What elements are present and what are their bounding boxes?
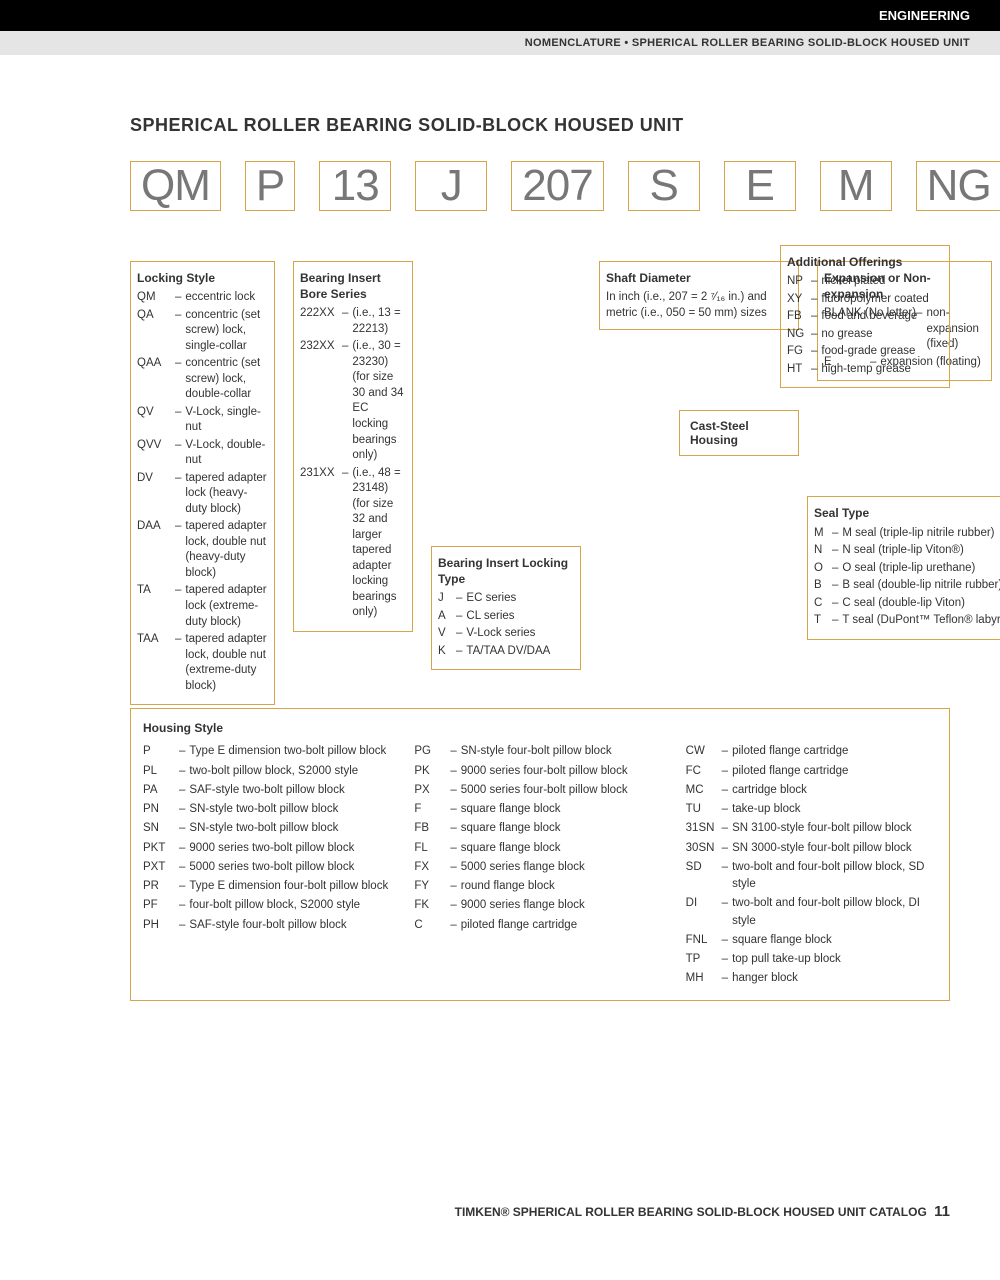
list-item: SD–two-bolt and four-bolt pillow block, … bbox=[686, 859, 937, 894]
list-item: PA–SAF-style two-bolt pillow block bbox=[143, 782, 394, 799]
list-item: O–O seal (triple-lip urethane) bbox=[814, 561, 1000, 577]
list-item: QA–concentric (set screw) lock, single-c… bbox=[137, 308, 268, 355]
list-item: C–piloted flange cartridge bbox=[414, 917, 665, 934]
list-item: FB–food and beverage bbox=[787, 309, 943, 325]
list-item: NP–nickel plated bbox=[787, 274, 943, 290]
list-item: PKT–9000 series two-bolt pillow block bbox=[143, 840, 394, 857]
list-item: PG–SN-style four-bolt pillow block bbox=[414, 743, 665, 760]
list-item: J–EC series bbox=[438, 591, 574, 607]
list-item: SN–SN-style two-bolt pillow block bbox=[143, 820, 394, 837]
list-item: B–B seal (double-lip nitrile rubber) bbox=[814, 578, 1000, 594]
list-item: QVV–V-Lock, double-nut bbox=[137, 438, 268, 469]
code-M: M bbox=[820, 161, 892, 211]
list-item: PF–four-bolt pillow block, S2000 style bbox=[143, 897, 394, 914]
top-bar: ENGINEERING bbox=[0, 0, 1000, 31]
list-item: 231XX–(i.e., 48 = 23148) (for size 32 an… bbox=[300, 466, 406, 621]
list-item: PH–SAF-style four-bolt pillow block bbox=[143, 917, 394, 934]
page-body: SPHERICAL ROLLER BEARING SOLID-BLOCK HOU… bbox=[0, 55, 1000, 1041]
shaft-text: In inch (i.e., 207 = 2 ⁷⁄₁₆ in.) and met… bbox=[606, 290, 792, 321]
page-number: 11 bbox=[934, 1203, 950, 1220]
cast-steel-card: Cast-Steel Housing bbox=[679, 410, 799, 456]
code-207: 207 bbox=[511, 161, 603, 211]
list-item: CW–piloted flange cartridge bbox=[686, 743, 937, 760]
code-QM: QM bbox=[130, 161, 221, 211]
sub-bar: NOMENCLATURE • SPHERICAL ROLLER BEARING … bbox=[0, 31, 1000, 55]
list-item: PR–Type E dimension four-bolt pillow blo… bbox=[143, 878, 394, 895]
list-item: FB–square flange block bbox=[414, 820, 665, 837]
locking-type-card: Bearing Insert Locking Type J–EC series A… bbox=[431, 546, 581, 670]
code-P: P bbox=[245, 161, 295, 211]
list-item: QM–eccentric lock bbox=[137, 290, 268, 306]
list-item: T–T seal (DuPont™ Teflon® labyrinth) bbox=[814, 613, 1000, 629]
list-item: K–TA/TAA DV/DAA bbox=[438, 644, 574, 660]
list-item: DV–tapered adapter lock (heavy-duty bloc… bbox=[137, 471, 268, 518]
list-item: TP–top pull take-up block bbox=[686, 951, 937, 968]
list-item: FG–food-grade grease bbox=[787, 344, 943, 360]
code-E: E bbox=[724, 161, 796, 211]
list-item: FK–9000 series flange block bbox=[414, 897, 665, 914]
footer-text: TIMKEN® SPHERICAL ROLLER BEARING SOLID-B… bbox=[455, 1205, 927, 1219]
list-item: DAA–tapered adapter lock, double nut (he… bbox=[137, 519, 268, 581]
shaft-diameter-card: Shaft Diameter In inch (i.e., 207 = 2 ⁷⁄… bbox=[599, 261, 799, 330]
list-item: QV–V-Lock, single-nut bbox=[137, 405, 268, 436]
code-row: QM P 13 J 207 S E M NG bbox=[130, 161, 950, 211]
page-title: SPHERICAL ROLLER BEARING SOLID-BLOCK HOU… bbox=[130, 115, 950, 136]
card-title: Seal Type bbox=[814, 505, 1000, 521]
list-item: 222XX–(i.e., 13 = 22213) bbox=[300, 306, 406, 337]
offerings-card: Additional Offerings NP–nickel plated XY–… bbox=[780, 245, 950, 388]
list-item: MC–cartridge block bbox=[686, 782, 937, 799]
card-title: Bearing Insert Bore Series bbox=[300, 270, 406, 302]
code-13: 13 bbox=[319, 161, 391, 211]
list-item: TA–tapered adapter lock (extreme-duty bl… bbox=[137, 583, 268, 630]
list-item: PX–5000 series four-bolt pillow block bbox=[414, 782, 665, 799]
list-item: C–C seal (double-lip Viton) bbox=[814, 596, 1000, 612]
list-item: 30SN–SN 3000-style four-bolt pillow bloc… bbox=[686, 840, 937, 857]
list-item: N–N seal (triple-lip Viton®) bbox=[814, 543, 1000, 559]
list-item: TU–take-up block bbox=[686, 801, 937, 818]
list-item: PL–two-bolt pillow block, S2000 style bbox=[143, 763, 394, 780]
list-item: PXT–5000 series two-bolt pillow block bbox=[143, 859, 394, 876]
list-item: FL–square flange block bbox=[414, 840, 665, 857]
code-S: S bbox=[628, 161, 700, 211]
code-J: J bbox=[415, 161, 487, 211]
card-title: Housing Style bbox=[143, 719, 937, 737]
list-item: FNL–square flange block bbox=[686, 932, 937, 949]
locking-style-card: Locking Style QM–eccentric lock QA–concen… bbox=[130, 261, 275, 705]
page-footer: TIMKEN® SPHERICAL ROLLER BEARING SOLID-B… bbox=[455, 1203, 950, 1220]
list-item: FC–piloted flange cartridge bbox=[686, 763, 937, 780]
card-title: Additional Offerings bbox=[787, 254, 943, 270]
list-item: M–M seal (triple-lip nitrile rubber) bbox=[814, 526, 1000, 542]
list-item: FX–5000 series flange block bbox=[414, 859, 665, 876]
list-item: F–square flange block bbox=[414, 801, 665, 818]
card-title: Locking Style bbox=[137, 270, 268, 286]
list-item: FY–round flange block bbox=[414, 878, 665, 895]
seal-type-card: Seal Type M–M seal (triple-lip nitrile r… bbox=[807, 496, 1000, 639]
list-item: XY–fluoropolymer coated bbox=[787, 292, 943, 308]
list-item: A–CL series bbox=[438, 609, 574, 625]
list-item: TAA–tapered adapter lock, double nut (ex… bbox=[137, 632, 268, 694]
bore-series-card: Bearing Insert Bore Series 222XX–(i.e., … bbox=[293, 261, 413, 632]
code-NG: NG bbox=[916, 161, 1000, 211]
list-item: QAA–concentric (set screw) lock, double-… bbox=[137, 356, 268, 403]
list-item: MH–hanger block bbox=[686, 970, 937, 987]
list-item: HT–high-temp grease bbox=[787, 362, 943, 378]
list-item: V–V-Lock series bbox=[438, 626, 574, 642]
list-item: PK–9000 series four-bolt pillow block bbox=[414, 763, 665, 780]
list-item: PN–SN-style two-bolt pillow block bbox=[143, 801, 394, 818]
list-item: 31SN–SN 3100-style four-bolt pillow bloc… bbox=[686, 820, 937, 837]
card-title: Shaft Diameter bbox=[606, 270, 792, 286]
list-item: P–Type E dimension two-bolt pillow block bbox=[143, 743, 394, 760]
list-item: 232XX–(i.e., 30 = 23230) (for size 30 an… bbox=[300, 339, 406, 463]
list-item: DI–two-bolt and four-bolt pillow block, … bbox=[686, 895, 937, 930]
list-item: NG–no grease bbox=[787, 327, 943, 343]
card-title: Bearing Insert Locking Type bbox=[438, 555, 574, 587]
housing-style-card: Housing Style P–Type E dimension two-bol… bbox=[130, 708, 950, 1000]
